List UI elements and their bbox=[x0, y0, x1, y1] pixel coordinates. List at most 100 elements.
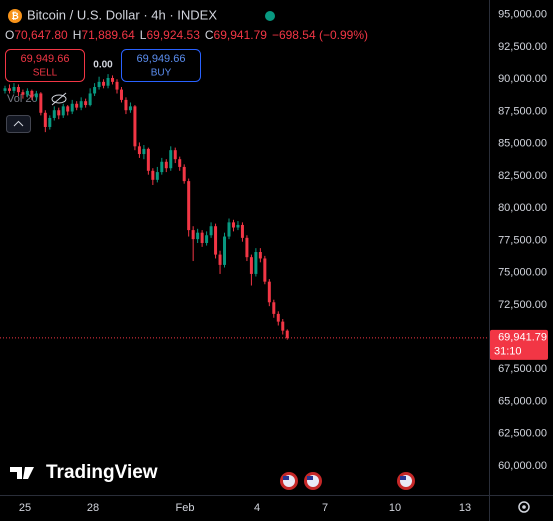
candle-body bbox=[191, 230, 195, 240]
candle-body bbox=[52, 110, 56, 118]
last-price-label: 69,941.79 bbox=[498, 332, 547, 344]
candle-body bbox=[3, 88, 7, 91]
candle-body bbox=[276, 313, 280, 322]
y-tick-label: 80,000.00 bbox=[498, 202, 547, 214]
candle-body bbox=[187, 181, 191, 231]
candle-body bbox=[34, 93, 38, 98]
y-tick-label: 77,500.00 bbox=[498, 234, 547, 246]
candle-body bbox=[281, 321, 285, 331]
candle-body bbox=[231, 222, 235, 228]
candle-body bbox=[182, 166, 186, 182]
ohlc-letter: C bbox=[205, 28, 214, 42]
candle-body bbox=[218, 254, 222, 265]
y-tick-label: 60,000.00 bbox=[498, 460, 547, 472]
price-change: −698.54 (−0.99%) bbox=[272, 28, 368, 42]
candle-body bbox=[25, 90, 29, 95]
candle-body bbox=[30, 90, 34, 98]
spread: 0.00 bbox=[93, 60, 113, 71]
candle-body bbox=[57, 110, 61, 116]
candle-body bbox=[137, 146, 141, 155]
countdown-label: 31:10 bbox=[494, 346, 522, 358]
candle-body bbox=[164, 161, 168, 169]
y-tick-label: 95,000.00 bbox=[498, 9, 547, 21]
candle-body bbox=[205, 235, 209, 243]
candle-body bbox=[39, 93, 43, 113]
candle-body bbox=[200, 232, 204, 243]
candle-body bbox=[142, 148, 146, 155]
chart-title: Bitcoin / U.S. Dollar · 4h · INDEX bbox=[27, 7, 217, 22]
candle-body bbox=[178, 159, 182, 167]
symbol-icon bbox=[8, 9, 22, 23]
event-flag[interactable] bbox=[397, 472, 415, 490]
candle-body bbox=[214, 226, 218, 255]
ohlc-letter: H bbox=[73, 28, 82, 42]
candle-body bbox=[196, 232, 200, 240]
y-tick-label: 65,000.00 bbox=[498, 395, 547, 407]
x-tick-label: 4 bbox=[254, 502, 260, 514]
x-tick-label: 28 bbox=[87, 502, 99, 514]
candle-body bbox=[61, 106, 65, 116]
candle-body bbox=[12, 87, 16, 91]
y-tick-label: 72,500.00 bbox=[498, 299, 547, 311]
y-tick-label: 90,000.00 bbox=[498, 73, 547, 85]
candle-body bbox=[70, 103, 74, 112]
candle-body bbox=[223, 236, 227, 265]
candle-body bbox=[267, 281, 271, 303]
settings-icon[interactable] bbox=[518, 501, 530, 513]
candle-body bbox=[258, 252, 262, 259]
candle-body bbox=[102, 81, 106, 86]
buy-button[interactable] bbox=[121, 49, 201, 82]
candle-body bbox=[236, 224, 240, 228]
candle-body bbox=[227, 222, 231, 237]
candle-body bbox=[245, 237, 249, 258]
x-tick-label: 25 bbox=[19, 502, 31, 514]
y-tick-label: 85,000.00 bbox=[498, 138, 547, 150]
candle-body bbox=[155, 172, 159, 180]
volume-label: Vol 20 bbox=[7, 93, 38, 105]
candle-body bbox=[263, 258, 267, 282]
event-flag[interactable] bbox=[280, 472, 298, 490]
candle-body bbox=[146, 148, 150, 171]
ohlc-value: 69,924.53 bbox=[146, 28, 200, 42]
candle-body bbox=[173, 150, 177, 160]
candle-body bbox=[160, 161, 164, 173]
candle-body bbox=[240, 224, 244, 238]
x-tick-label: 7 bbox=[322, 502, 328, 514]
last-price-box bbox=[490, 329, 548, 360]
candle-body bbox=[75, 103, 79, 108]
buy-price: 69,949.66 bbox=[137, 53, 186, 65]
y-tick-label: 87,500.00 bbox=[498, 105, 547, 117]
x-tick-label: Feb bbox=[176, 502, 195, 514]
candle-body bbox=[119, 89, 123, 100]
ohlc-header: O 70,647.80 H 71,889.64 L 69,924.53 C 69,941.79… bbox=[5, 28, 368, 42]
ohlc-letter: L bbox=[140, 28, 147, 42]
y-tick-label: 62,500.00 bbox=[498, 428, 547, 440]
candle-body bbox=[21, 92, 25, 95]
collapse-button[interactable] bbox=[6, 115, 31, 133]
candle-body bbox=[128, 106, 132, 111]
buy-label: BUY bbox=[151, 68, 172, 79]
candle-body bbox=[249, 257, 253, 274]
y-tick-label: 75,000.00 bbox=[498, 267, 547, 279]
market-status[interactable] bbox=[265, 11, 275, 21]
candle-body bbox=[133, 106, 137, 147]
candle-body bbox=[285, 330, 289, 338]
candle-body bbox=[106, 77, 110, 86]
sell-button[interactable] bbox=[5, 49, 85, 82]
candle-body bbox=[7, 88, 11, 91]
y-tick-label: 67,500.00 bbox=[498, 363, 547, 375]
eye-icon[interactable] bbox=[51, 92, 67, 106]
candle-body bbox=[254, 252, 258, 274]
candle-body bbox=[79, 101, 83, 108]
event-flag[interactable] bbox=[304, 472, 322, 490]
ohlc-value: 70,647.80 bbox=[14, 28, 68, 42]
ohlc-value: 69,941.79 bbox=[214, 28, 268, 42]
candle-body bbox=[43, 112, 47, 127]
candle-body bbox=[48, 117, 52, 127]
collapse-icon bbox=[13, 120, 24, 127]
symbol-icon-glyph: ₿ bbox=[11, 11, 18, 21]
candle-body bbox=[84, 101, 88, 106]
candle-body bbox=[124, 99, 128, 111]
